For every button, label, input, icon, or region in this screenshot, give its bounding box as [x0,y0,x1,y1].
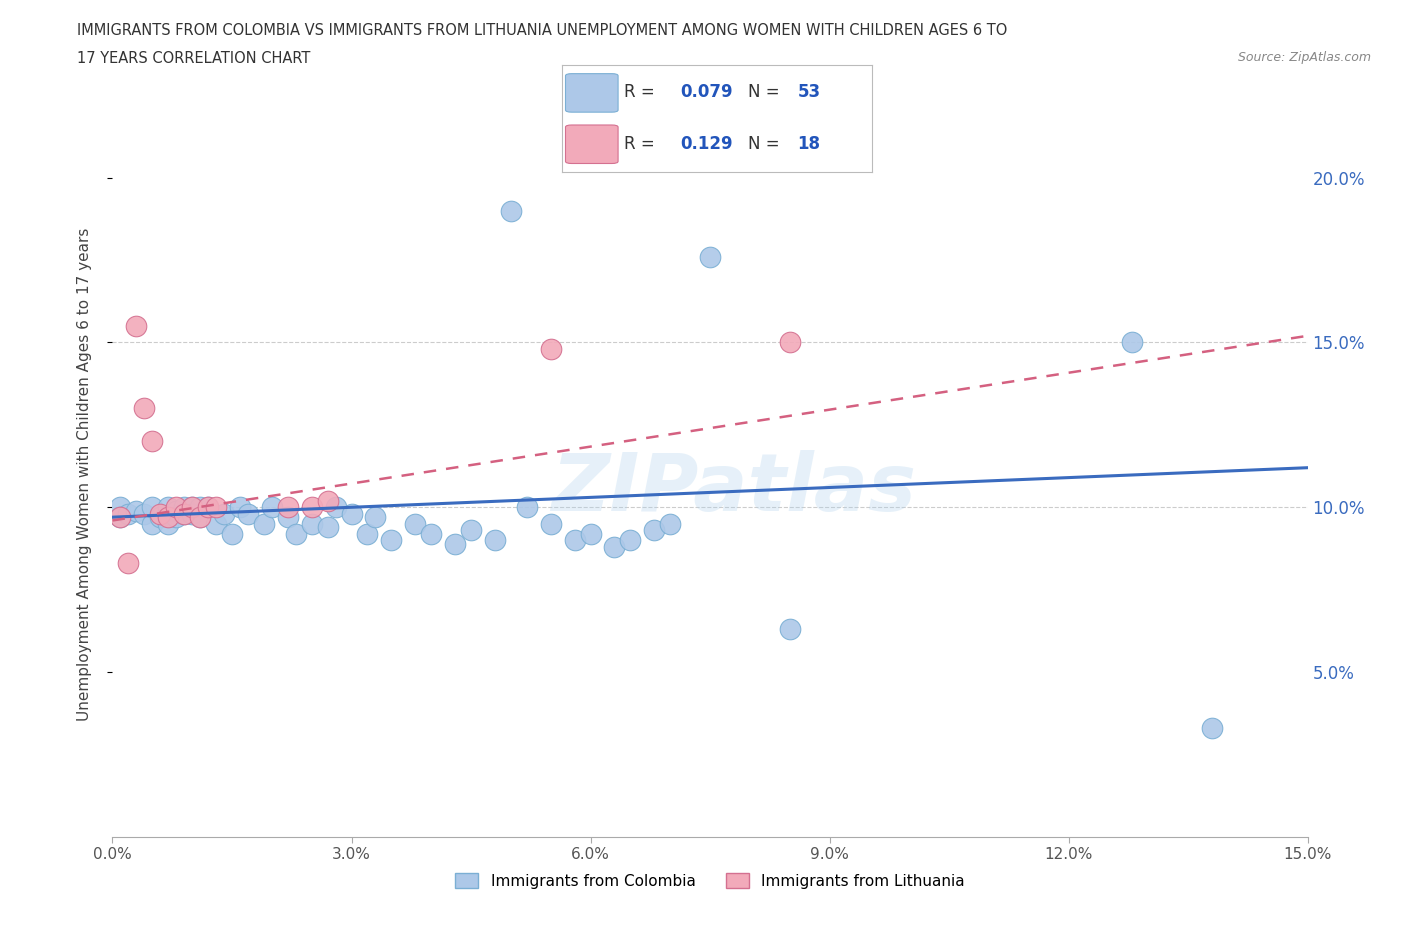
Text: N =: N = [748,135,785,153]
Point [516,499,538,514]
Point [197,499,219,514]
Point [117,507,139,522]
Y-axis label: Unemployment Among Women with Children Ages 6 to 17 years: Unemployment Among Women with Children A… [77,228,91,721]
Point [1121,335,1143,350]
Point [117,556,139,571]
Point [125,318,148,333]
Point [181,507,204,522]
Point [188,510,211,525]
Text: 0.129: 0.129 [681,135,733,153]
Point [221,526,243,541]
Point [364,510,387,525]
Point [659,516,682,531]
Point [141,516,163,531]
Point [157,510,180,525]
Point [277,510,299,525]
Point [110,510,132,525]
Point [229,499,252,514]
Point [212,507,235,522]
Point [380,533,402,548]
Text: R =: R = [624,135,661,153]
Point [188,510,211,525]
Point [779,335,801,350]
Text: 17 YEARS CORRELATION CHART: 17 YEARS CORRELATION CHART [77,51,311,66]
Text: 53: 53 [797,84,821,101]
Point [277,499,299,514]
Point [134,507,156,522]
Point [157,516,180,531]
Point [181,499,204,514]
Point [197,499,219,514]
Point [188,499,211,514]
Legend: Immigrants from Colombia, Immigrants from Lithuania: Immigrants from Colombia, Immigrants fro… [450,867,970,895]
Point [619,533,641,548]
Point [484,533,506,548]
Point [301,499,323,514]
Point [125,503,148,518]
Point [404,516,426,531]
Text: R =: R = [624,84,661,101]
Text: N =: N = [748,84,785,101]
Point [603,539,626,554]
Point [205,499,228,514]
Point [157,499,180,514]
Point [325,499,347,514]
Point [316,493,339,508]
Point [165,499,187,514]
Point [181,499,204,514]
Point [579,526,602,541]
Text: 0.079: 0.079 [681,84,733,101]
Point [540,341,562,356]
Point [173,507,195,522]
Point [253,516,276,531]
Point [165,510,187,525]
Point [205,516,228,531]
Point [1201,721,1223,736]
Text: ZIPatlas: ZIPatlas [551,450,917,528]
Point [356,526,378,541]
Point [340,507,363,522]
Point [173,499,195,514]
Point [444,536,467,551]
Point [149,510,172,525]
FancyBboxPatch shape [565,73,619,113]
Point [316,520,339,535]
Point [420,526,443,541]
Point [460,523,482,538]
Point [110,499,132,514]
Point [134,401,156,416]
Point [699,249,721,264]
Point [165,503,187,518]
Point [499,203,522,218]
Point [110,510,132,525]
Point [260,499,283,514]
Point [236,507,259,522]
Point [141,499,163,514]
Point [779,622,801,637]
Point [564,533,586,548]
Text: IMMIGRANTS FROM COLOMBIA VS IMMIGRANTS FROM LITHUANIA UNEMPLOYMENT AMONG WOMEN W: IMMIGRANTS FROM COLOMBIA VS IMMIGRANTS F… [77,23,1008,38]
FancyBboxPatch shape [565,125,619,164]
Point [284,526,307,541]
Point [643,523,665,538]
Text: Source: ZipAtlas.com: Source: ZipAtlas.com [1237,51,1371,64]
Point [149,507,172,522]
Point [141,434,163,449]
Point [173,507,195,522]
Text: 18: 18 [797,135,821,153]
Point [301,516,323,531]
Point [540,516,562,531]
